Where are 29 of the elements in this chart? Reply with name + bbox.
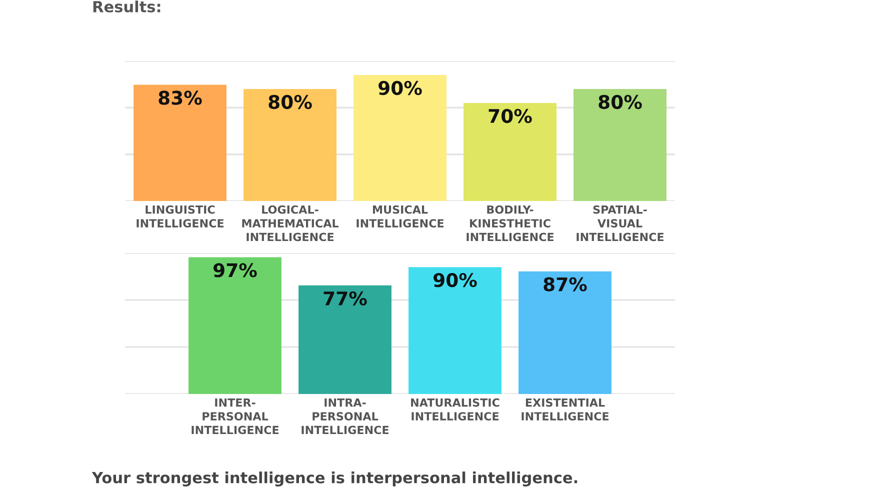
x-tick-label: INTER- PERSONAL INTELLIGENCE (192, 398, 279, 434)
x-tick-label: LINGUISTIC INTELLIGENCE (136, 205, 224, 228)
bar (408, 267, 502, 394)
x-tick-label: BODILY- KINESTHETIC INTELLIGENCE (466, 205, 554, 242)
bar (134, 84, 226, 201)
data-label: 80% (598, 94, 642, 110)
data-label: 83% (158, 90, 202, 105)
x-tick-label: MUSICAL INTELLIGENCE (356, 205, 444, 228)
data-label: 80% (268, 94, 312, 110)
data-label: 77% (324, 291, 367, 306)
bar (354, 75, 446, 201)
bar (298, 285, 392, 394)
text: Your strongest intelligence is interpersonal intelligence. (92, 472, 578, 486)
x-tick-label: EXISTENTIAL INTELLIGENCE (522, 398, 609, 420)
x-tick-label: LOGICAL- MATHEMATICAL INTELLIGENCE (242, 205, 338, 242)
data-label: 90% (378, 80, 422, 96)
bar (188, 257, 282, 394)
bar (518, 271, 612, 394)
data-label: 97% (214, 263, 257, 278)
chart-title: Results: (93, 0, 160, 12)
bar (574, 89, 666, 201)
x-tick-label: SPATIAL- VISUAL INTELLIGENCE (576, 205, 664, 242)
bar (244, 89, 336, 201)
data-label: 70% (488, 108, 532, 124)
x-tick-label: INTRA- PERSONAL INTELLIGENCE (302, 398, 389, 434)
data-label: 90% (434, 272, 477, 288)
bar (464, 103, 556, 201)
data-label: 87% (544, 277, 587, 292)
x-tick-label: NATURALISTIC INTELLIGENCE (411, 398, 500, 420)
